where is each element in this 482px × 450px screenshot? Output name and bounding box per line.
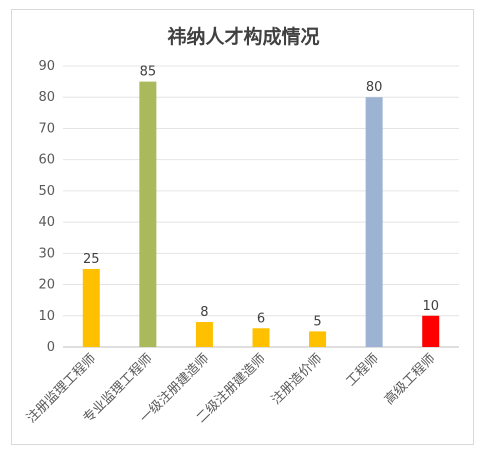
y-tick-label: 20	[38, 278, 55, 293]
x-tick-label: 注册造价师	[269, 351, 326, 408]
y-tick-label: 60	[38, 153, 55, 168]
bar	[422, 315, 440, 347]
bar	[365, 97, 383, 347]
chart-frame: 祎纳人才构成情况	[11, 9, 474, 445]
data-label: 85	[140, 65, 157, 80]
bar	[139, 81, 157, 347]
data-label: 5	[313, 314, 321, 329]
bar	[252, 328, 270, 347]
y-tick-label: 40	[38, 215, 55, 230]
data-label: 25	[83, 252, 100, 267]
y-tick-label: 70	[38, 121, 55, 136]
y-tick-label: 10	[38, 309, 55, 324]
x-tick-label: 高级工程师	[381, 351, 438, 408]
data-label: 8	[200, 305, 208, 320]
chart-title: 祎纳人才构成情况	[167, 26, 320, 48]
y-tick-label: 50	[38, 184, 55, 199]
data-label: 6	[257, 311, 265, 326]
y-tick-label: 0	[47, 340, 55, 355]
bar	[309, 331, 327, 347]
data-label: 80	[366, 80, 383, 95]
x-tick-label: 工程师	[344, 351, 382, 389]
y-tick-label: 30	[38, 246, 55, 261]
y-tick-label: 80	[38, 90, 55, 105]
bar	[82, 268, 100, 347]
data-label: 10	[422, 299, 439, 314]
bar	[195, 322, 213, 347]
y-tick-label: 90	[38, 59, 55, 74]
